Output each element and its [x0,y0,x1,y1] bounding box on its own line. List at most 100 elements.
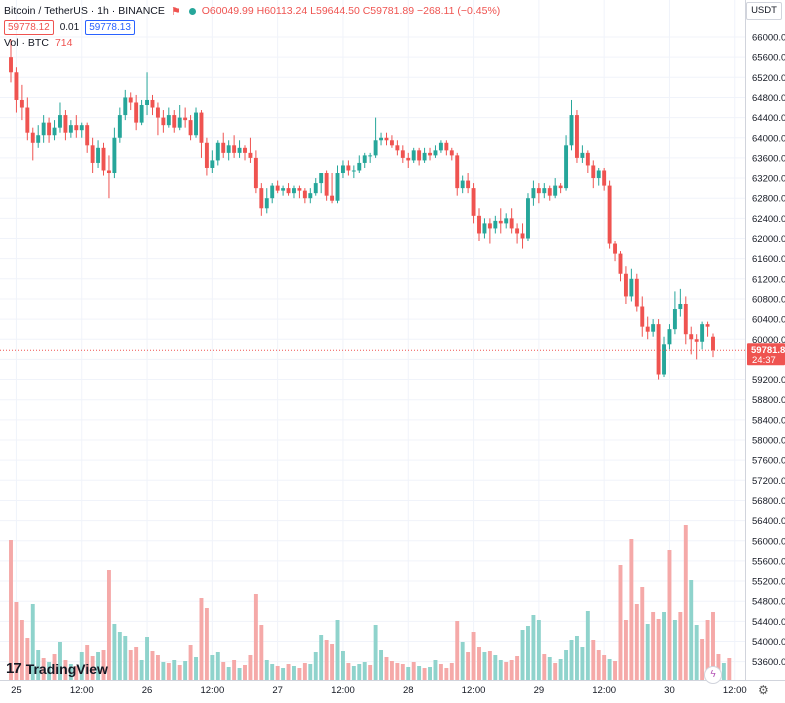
volume-bar [177,665,182,680]
symbol-title[interactable]: Bitcoin / TetherUS · 1h · BINANCE [4,5,165,17]
volume-bar [536,620,541,680]
volume-bar [183,661,188,680]
price-tick-label: 64400.00 [752,113,785,124]
candle-body [346,165,351,171]
candle-body [373,140,378,156]
volume-bar [493,655,498,680]
candle-body [41,122,46,136]
flag-icon[interactable]: ⚑ [170,5,181,18]
candle-body [36,135,41,143]
price-tick-label: 61200.00 [752,274,785,285]
candle-body [651,324,656,332]
volume-bar [270,664,275,680]
tradingview-logo-text: TradingView [25,660,108,677]
candle-body [509,218,514,229]
candle-body [477,215,481,234]
ask-button[interactable]: 59778.13 [85,19,135,35]
volume-bar [368,665,373,680]
time-tick-label: 12:00 [331,685,355,696]
candle-body [389,140,394,146]
price-axis[interactable]: 66000.00 65600.00 65200.00 64800.00 64400.00… [752,33,785,669]
volume-bar [460,642,465,680]
time-axis[interactable]: 25 12:00 26 12:00 27 12:00 28 12:00 29 12:00 30 12:… [11,685,785,696]
price-tick-label: 58400.00 [752,415,785,426]
volume-bar [357,664,362,680]
volume-bars [9,525,732,680]
candle-body [210,160,215,168]
price-tick-label: 55600.00 [752,556,785,567]
volume-bar [504,662,509,680]
time-tick-label: 27 [272,685,283,696]
candle-body [460,180,465,189]
candle-body [74,125,79,131]
volume-bar [221,662,226,680]
candle-body [330,195,335,201]
price-tick-label: 60000.00 [752,335,785,346]
volume-bar [422,668,427,680]
volume-bar [139,660,144,680]
volume-bar [237,668,242,680]
volume-bar [63,660,68,680]
time-tick-label: 26 [142,685,153,696]
price-tick-label: 59200.00 [752,375,785,386]
candle-body [340,165,345,174]
volume-bar [25,638,30,680]
candle-body [188,120,193,136]
volume-bar [335,620,340,680]
volume-bar [106,570,111,680]
volume-bar [286,664,291,680]
price-tick-label: 66000.00 [752,33,785,44]
market-status-icon[interactable] [188,7,196,15]
candle-body [417,150,422,161]
candle-body [319,173,324,184]
gear-icon[interactable]: ⚙ [758,683,769,697]
volume-bar [384,657,389,680]
volume-bar [645,624,650,680]
volume-label[interactable]: Vol · BTC [4,37,49,49]
price-tick-label: 58000.00 [752,436,785,447]
volume-bar [172,660,177,680]
candle-body [411,150,416,161]
time-tick-label: 28 [403,685,414,696]
candle-body [498,220,503,224]
candle-body [30,132,35,143]
candle-body [520,233,525,239]
candle-body [183,117,188,121]
lightning-icon[interactable]: ϟ [704,666,722,684]
volume-bar [68,664,73,680]
volume-bar [596,650,601,680]
candle-body [79,125,84,131]
volume-bar [101,650,106,680]
candle-body [574,115,579,158]
currency-selector[interactable]: USDT [746,2,782,20]
candle-body [96,147,101,163]
price-tick-label: 58800.00 [752,395,785,406]
price-tick-label: 60400.00 [752,315,785,326]
tradingview-logo[interactable]: 17 TradingView [6,660,108,677]
candle-body [335,173,340,201]
time-tick-label: 29 [534,685,545,696]
candle-body [613,243,618,254]
volume-bar [232,660,237,680]
volume-bar [400,664,405,680]
candle-body [531,188,536,199]
volume-bar [471,632,476,680]
volume-bar [123,636,128,680]
price-tick-label: 54400.00 [752,617,785,628]
volume-bar [362,662,367,680]
volume-bar [41,658,46,680]
volume-bar [112,624,117,680]
ohlc-values: O60049.99 H60113.24 L59644.50 C59781.89 … [201,5,501,17]
volume-bar [161,662,166,680]
volume-bar [564,650,569,680]
candle-body [199,112,204,143]
volume-bar [727,658,732,680]
bar-countdown: 24:37 [752,355,776,366]
volume-bar [389,661,394,680]
volume-bar [466,652,471,680]
candle-body [585,152,590,166]
volume-bar [509,660,514,680]
bid-button[interactable]: 59778.12 [4,19,54,35]
